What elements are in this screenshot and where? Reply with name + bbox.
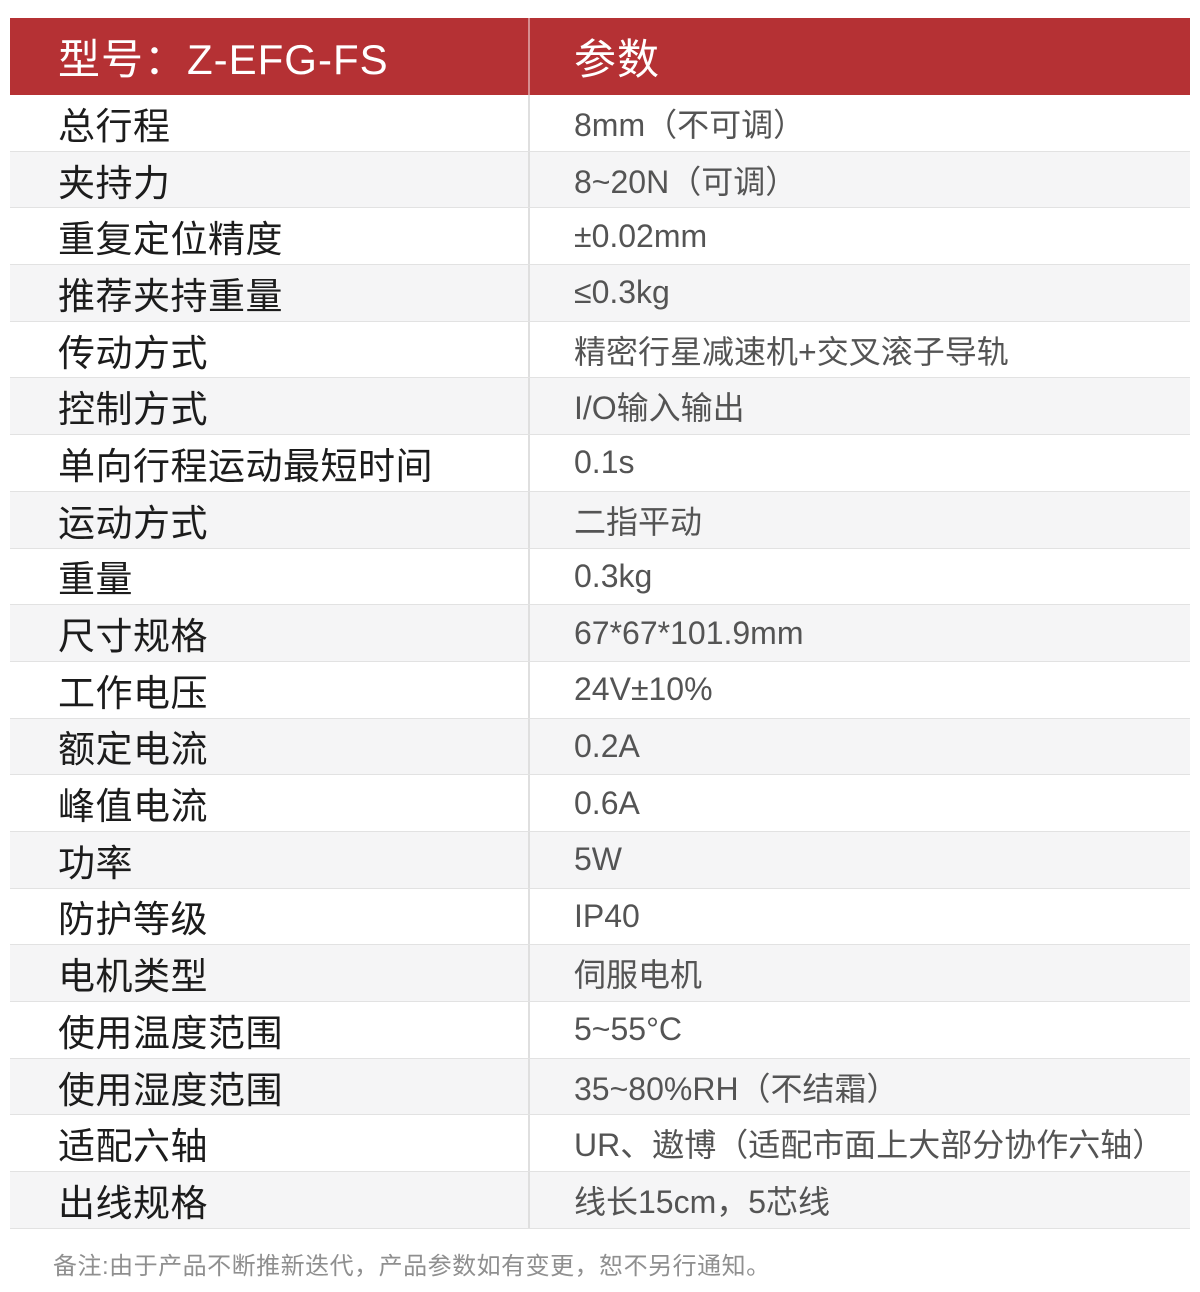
row-label: 控制方式: [58, 389, 208, 431]
row-label: 出线规格: [58, 1182, 208, 1224]
row-label: 夹持力: [58, 162, 171, 204]
row-label: 重复定位精度: [58, 219, 283, 261]
table-row: 夹持力 8~20N（可调）: [10, 151, 1190, 209]
row-value: 8~20N（可调）: [528, 151, 1190, 208]
table-row: 额定电流 0.2A: [10, 718, 1190, 776]
row-label: 工作电压: [58, 672, 208, 714]
row-value: 5W: [528, 831, 1190, 888]
header-model-cell: 型号：Z-EFG-FS: [58, 36, 389, 83]
row-value: 67*67*101.9mm: [528, 605, 1190, 661]
row-label: 传动方式: [58, 332, 208, 374]
row-label: 使用湿度范围: [58, 1069, 283, 1111]
row-value: 伺服电机: [528, 945, 1190, 1001]
table-row: 功率 5W: [10, 831, 1190, 889]
row-label: 总行程: [58, 105, 171, 147]
table-row: 重复定位精度 ±0.02mm: [10, 208, 1190, 266]
table-row: 使用温度范围 5~55°C: [10, 1002, 1190, 1059]
row-value: 8mm（不可调）: [528, 95, 1190, 151]
row-value: 24V±10%: [528, 661, 1190, 718]
row-value: 0.1s: [528, 435, 1190, 491]
row-value: ≤0.3kg: [528, 265, 1190, 321]
row-value: 0.3kg: [528, 548, 1190, 605]
row-label: 推荐夹持重量: [58, 275, 283, 317]
table-header-row: 型号：Z-EFG-FS 参数: [10, 18, 1190, 95]
table-row: 尺寸规格 67*67*101.9mm: [10, 605, 1190, 662]
table-body: 总行程 8mm（不可调） 夹持力 8~20N（可调） 重复定位精度 ±0.02mm 推荐夹持…: [10, 95, 1190, 1229]
table-row: 重量 0.3kg: [10, 548, 1190, 606]
table-row: 使用湿度范围 35~80%RH（不结霜）: [10, 1058, 1190, 1116]
table-row: 防护等级 IP40: [10, 888, 1190, 946]
header-param-cell: 参数: [528, 18, 1190, 95]
row-value: 线长15cm，5芯线: [528, 1172, 1190, 1228]
row-label: 适配六轴: [58, 1126, 208, 1168]
row-value: 35~80%RH（不结霜）: [528, 1058, 1190, 1115]
row-label: 运动方式: [58, 502, 208, 544]
table-row: 出线规格 线长15cm，5芯线: [10, 1172, 1190, 1229]
footnote: 备注:由于产品不断推新迭代，产品参数如有变更，恕不另行通知。: [53, 1253, 771, 1280]
row-value: 0.6A: [528, 775, 1190, 831]
row-label: 功率: [58, 842, 133, 884]
row-value: 5~55°C: [528, 1002, 1190, 1058]
row-value: UR、遨博（适配市面上大部分协作六轴）: [528, 1115, 1190, 1172]
row-value: 0.2A: [528, 718, 1190, 775]
row-value: IP40: [528, 888, 1190, 945]
table-row: 电机类型 伺服电机: [10, 945, 1190, 1002]
row-label: 额定电流: [58, 729, 208, 771]
table-row: 峰值电流 0.6A: [10, 775, 1190, 832]
row-value: 二指平动: [528, 491, 1190, 548]
row-value: ±0.02mm: [528, 208, 1190, 265]
table-row: 单向行程运动最短时间 0.1s: [10, 435, 1190, 492]
row-label: 防护等级: [58, 899, 208, 941]
row-label: 峰值电流: [58, 786, 208, 828]
row-value: I/O输入输出: [528, 378, 1190, 435]
spec-table: 型号：Z-EFG-FS 参数 总行程 8mm（不可调） 夹持力 8~20N（可调） 重复…: [10, 18, 1190, 1229]
table-row: 控制方式 I/O输入输出: [10, 378, 1190, 436]
row-label: 尺寸规格: [58, 616, 208, 658]
row-label: 电机类型: [58, 956, 208, 998]
row-value: 精密行星减速机+交叉滚子导轨: [528, 321, 1190, 378]
row-label: 重量: [58, 559, 133, 601]
table-row: 总行程 8mm（不可调）: [10, 95, 1190, 152]
row-label: 单向行程运动最短时间: [58, 445, 433, 487]
table-row: 工作电压 24V±10%: [10, 661, 1190, 719]
table-row: 传动方式 精密行星减速机+交叉滚子导轨: [10, 321, 1190, 379]
row-label: 使用温度范围: [58, 1012, 283, 1054]
table-row: 适配六轴 UR、遨博（适配市面上大部分协作六轴）: [10, 1115, 1190, 1173]
table-row: 推荐夹持重量 ≤0.3kg: [10, 265, 1190, 322]
table-row: 运动方式 二指平动: [10, 491, 1190, 549]
